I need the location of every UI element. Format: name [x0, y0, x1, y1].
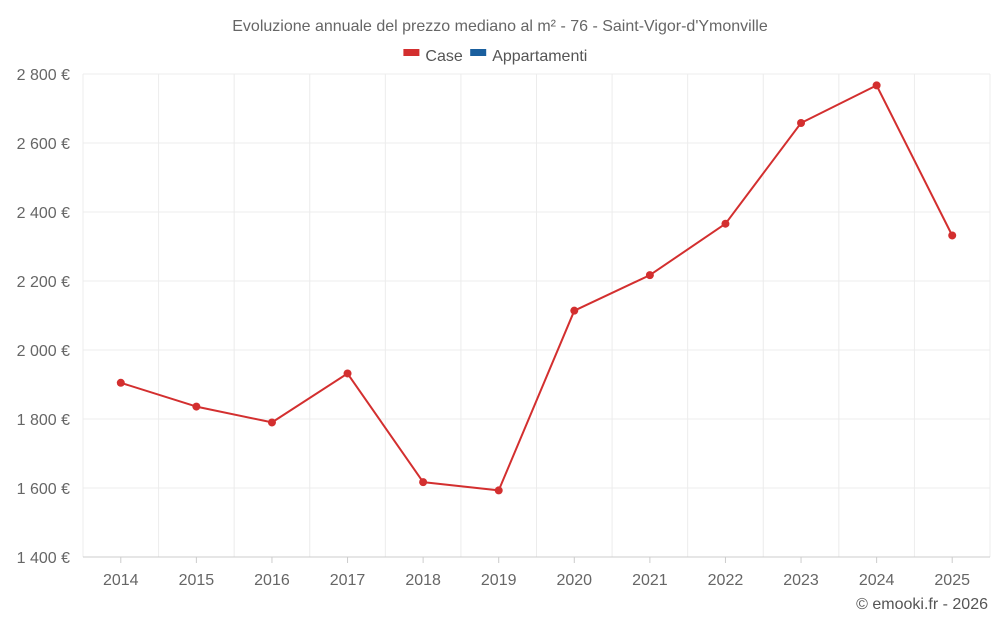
copyright-credit: © emooki.fr - 2026: [856, 596, 988, 613]
x-tick-label: 2016: [254, 572, 290, 589]
legend-label[interactable]: Appartamenti: [492, 48, 587, 65]
x-tick-label: 2024: [859, 572, 895, 589]
data-point[interactable]: [192, 402, 201, 411]
legend-swatch[interactable]: [470, 49, 487, 56]
x-tick-label: 2017: [330, 572, 366, 589]
y-tick-label: 1 400 €: [17, 550, 70, 567]
grid: [82, 73, 991, 557]
x-tick-label: 2020: [556, 572, 592, 589]
y-tick-label: 2 600 €: [17, 136, 70, 153]
x-tick-label: 2023: [783, 572, 819, 589]
y-tick-label: 2 200 €: [17, 274, 70, 291]
axes: 1 400 € 1 600 € 1 800 € 2 000 € 2 200 € 2 400…: [17, 67, 990, 589]
x-tick-label: 2018: [405, 572, 441, 589]
data-point[interactable]: [494, 486, 503, 495]
y-tick-label: 2 000 €: [17, 343, 70, 360]
y-tick-label: 2 400 €: [17, 205, 70, 222]
data-point[interactable]: [570, 306, 579, 315]
data-point[interactable]: [872, 81, 881, 90]
y-tick-label: 2 800 €: [17, 67, 70, 84]
x-tick-label: 2025: [934, 572, 970, 589]
data-point[interactable]: [948, 231, 957, 240]
legend-label[interactable]: Case: [425, 48, 462, 65]
data-point[interactable]: [267, 418, 276, 427]
chart-title: Evoluzione annuale del prezzo mediano al…: [232, 18, 768, 35]
data-point[interactable]: [797, 118, 806, 127]
x-tick-label: 2022: [708, 572, 744, 589]
data-point[interactable]: [343, 369, 352, 378]
x-tick-label: 2021: [632, 572, 668, 589]
data-point[interactable]: [721, 219, 730, 228]
data-point[interactable]: [645, 271, 654, 280]
x-tick-label: 2019: [481, 572, 517, 589]
series-layer: [116, 81, 957, 495]
legend[interactable]: Case Appartamenti: [403, 48, 587, 65]
series-line: [120, 84, 954, 492]
y-tick-label: 1 800 €: [17, 412, 70, 429]
data-point[interactable]: [116, 378, 125, 387]
legend-swatch[interactable]: [403, 49, 420, 56]
y-tick-label: 1 600 €: [17, 481, 70, 498]
x-tick-label: 2015: [179, 572, 215, 589]
x-tick-label: 2014: [103, 572, 139, 589]
data-point[interactable]: [419, 478, 428, 487]
